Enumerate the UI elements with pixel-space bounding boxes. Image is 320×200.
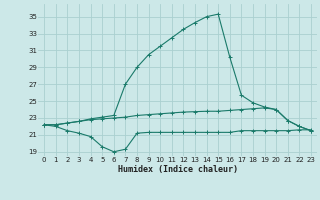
X-axis label: Humidex (Indice chaleur): Humidex (Indice chaleur) (118, 165, 238, 174)
